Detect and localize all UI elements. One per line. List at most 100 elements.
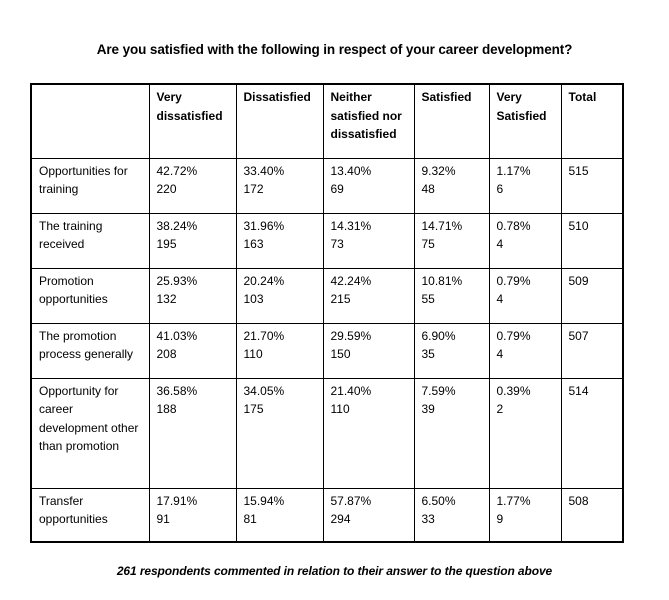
cell-percent: 29.59% bbox=[330, 328, 372, 343]
cell-count: 81 bbox=[243, 512, 257, 526]
cell-percent: 9.32% bbox=[421, 163, 456, 178]
cell-percent: 13.40% bbox=[330, 163, 372, 178]
table-row: The promotion process generally 41.03% 2… bbox=[30, 322, 624, 379]
cell-percent: 10.81% bbox=[421, 273, 463, 288]
table-header-row: Very dissatisfied Dissatisfied Neither s… bbox=[30, 83, 624, 159]
cell-percent: 31.96% bbox=[243, 218, 285, 233]
data-cell: 42.24% 215 bbox=[322, 267, 415, 324]
data-cell: 36.58% 188 bbox=[148, 377, 237, 489]
cell-count: 2 bbox=[496, 402, 504, 416]
cell-count: 33 bbox=[421, 512, 435, 526]
cell-percent: 6.50% bbox=[421, 493, 456, 508]
cell-percent: 17.91% bbox=[156, 493, 198, 508]
total-cell: 507 bbox=[560, 322, 624, 379]
cell-percent: 15.94% bbox=[243, 493, 285, 508]
cell-count: 110 bbox=[243, 347, 263, 361]
data-cell: 1.17% 6 bbox=[488, 157, 562, 214]
cell-percent: 57.87% bbox=[330, 493, 372, 508]
row-label: The training received bbox=[30, 212, 150, 269]
table-row: The training received 38.24% 195 31.96% … bbox=[30, 212, 624, 269]
cell-percent: 38.24% bbox=[156, 218, 198, 233]
row-label: Opportunity for career development other… bbox=[30, 377, 150, 489]
cell-percent: 0.79% bbox=[496, 273, 531, 288]
header-satisfied: Satisfied bbox=[413, 83, 490, 159]
cell-percent: 21.70% bbox=[243, 328, 285, 343]
table-row: Opportunities for training 42.72% 220 33… bbox=[30, 157, 624, 214]
cell-percent: 34.05% bbox=[243, 383, 285, 398]
total-cell: 515 bbox=[560, 157, 624, 214]
data-cell: 0.79% 4 bbox=[488, 267, 562, 324]
data-cell: 6.50% 33 bbox=[413, 487, 490, 543]
cell-percent: 21.40% bbox=[330, 383, 372, 398]
cell-count: 150 bbox=[330, 347, 351, 361]
data-cell: 15.94% 81 bbox=[235, 487, 324, 543]
cell-count: 39 bbox=[421, 402, 435, 416]
data-cell: 7.59% 39 bbox=[413, 377, 490, 489]
cell-count: 6 bbox=[496, 182, 504, 196]
header-very-dissatisfied: Very dissatisfied bbox=[148, 83, 237, 159]
cell-count: 75 bbox=[421, 237, 435, 251]
survey-results-table: Very dissatisfied Dissatisfied Neither s… bbox=[30, 83, 624, 543]
cell-count: 220 bbox=[156, 182, 177, 196]
cell-percent: 0.79% bbox=[496, 328, 531, 343]
cell-count: 4 bbox=[496, 347, 504, 361]
cell-count: 4 bbox=[496, 292, 504, 306]
cell-count: 208 bbox=[156, 347, 177, 361]
survey-question-title: Are you satisfied with the following in … bbox=[96, 42, 573, 57]
table-row: Transfer opportunities 17.91% 91 15.94% … bbox=[30, 487, 624, 543]
total-cell: 508 bbox=[560, 487, 624, 543]
header-blank bbox=[30, 83, 150, 159]
cell-count: 172 bbox=[243, 182, 264, 196]
cell-percent: 0.78% bbox=[496, 218, 531, 233]
row-label: Transfer opportunities bbox=[30, 487, 150, 543]
cell-percent: 36.58% bbox=[156, 383, 198, 398]
data-cell: 25.93% 132 bbox=[148, 267, 237, 324]
data-cell: 6.90% 35 bbox=[413, 322, 490, 379]
cell-count: 103 bbox=[243, 292, 264, 306]
cell-percent: 1.17% bbox=[496, 163, 531, 178]
cell-count: 73 bbox=[330, 237, 344, 251]
cell-count: 55 bbox=[421, 292, 435, 306]
cell-percent: 0.39% bbox=[496, 383, 531, 398]
cell-count: 91 bbox=[156, 512, 170, 526]
cell-percent: 33.40% bbox=[243, 163, 285, 178]
data-cell: 33.40% 172 bbox=[235, 157, 324, 214]
cell-count: 175 bbox=[243, 402, 264, 416]
data-cell: 0.79% 4 bbox=[488, 322, 562, 379]
cell-percent: 41.03% bbox=[156, 328, 198, 343]
cell-count: 188 bbox=[156, 402, 177, 416]
cell-percent: 7.59% bbox=[421, 383, 456, 398]
data-cell: 10.81% 55 bbox=[413, 267, 490, 324]
cell-count: 215 bbox=[330, 292, 351, 306]
data-cell: 1.77% 9 bbox=[488, 487, 562, 543]
cell-percent: 14.31% bbox=[330, 218, 372, 233]
total-cell: 509 bbox=[560, 267, 624, 324]
data-cell: 14.31% 73 bbox=[322, 212, 415, 269]
row-label: Promotion opportunities bbox=[30, 267, 150, 324]
row-label: The promotion process generally bbox=[30, 322, 150, 379]
cell-count: 69 bbox=[330, 182, 344, 196]
cell-count: 195 bbox=[156, 237, 177, 251]
cell-count: 163 bbox=[243, 237, 264, 251]
data-cell: 21.40% 110 bbox=[322, 377, 415, 489]
data-cell: 9.32% 48 bbox=[413, 157, 490, 214]
total-cell: 514 bbox=[560, 377, 624, 489]
cell-percent: 25.93% bbox=[156, 273, 198, 288]
cell-percent: 6.90% bbox=[421, 328, 456, 343]
table-row: Opportunity for career development other… bbox=[30, 377, 624, 489]
data-cell: 38.24% 195 bbox=[148, 212, 237, 269]
cell-count: 4 bbox=[496, 237, 504, 251]
data-cell: 0.78% 4 bbox=[488, 212, 562, 269]
header-dissatisfied: Dissatisfied bbox=[235, 83, 324, 159]
cell-count: 294 bbox=[330, 512, 351, 526]
table-row: Promotion opportunities 25.93% 132 20.24… bbox=[30, 267, 624, 324]
cell-count: 9 bbox=[496, 512, 504, 526]
data-cell: 17.91% 91 bbox=[148, 487, 237, 543]
cell-percent: 42.24% bbox=[330, 273, 372, 288]
respondents-comment-note: 261 respondents commented in relation to… bbox=[116, 564, 553, 578]
cell-count: 110 bbox=[330, 402, 350, 416]
header-very-satisfied: Very Satisfied bbox=[488, 83, 562, 159]
data-cell: 41.03% 208 bbox=[148, 322, 237, 379]
data-cell: 21.70% 110 bbox=[235, 322, 324, 379]
data-cell: 13.40% 69 bbox=[322, 157, 415, 214]
